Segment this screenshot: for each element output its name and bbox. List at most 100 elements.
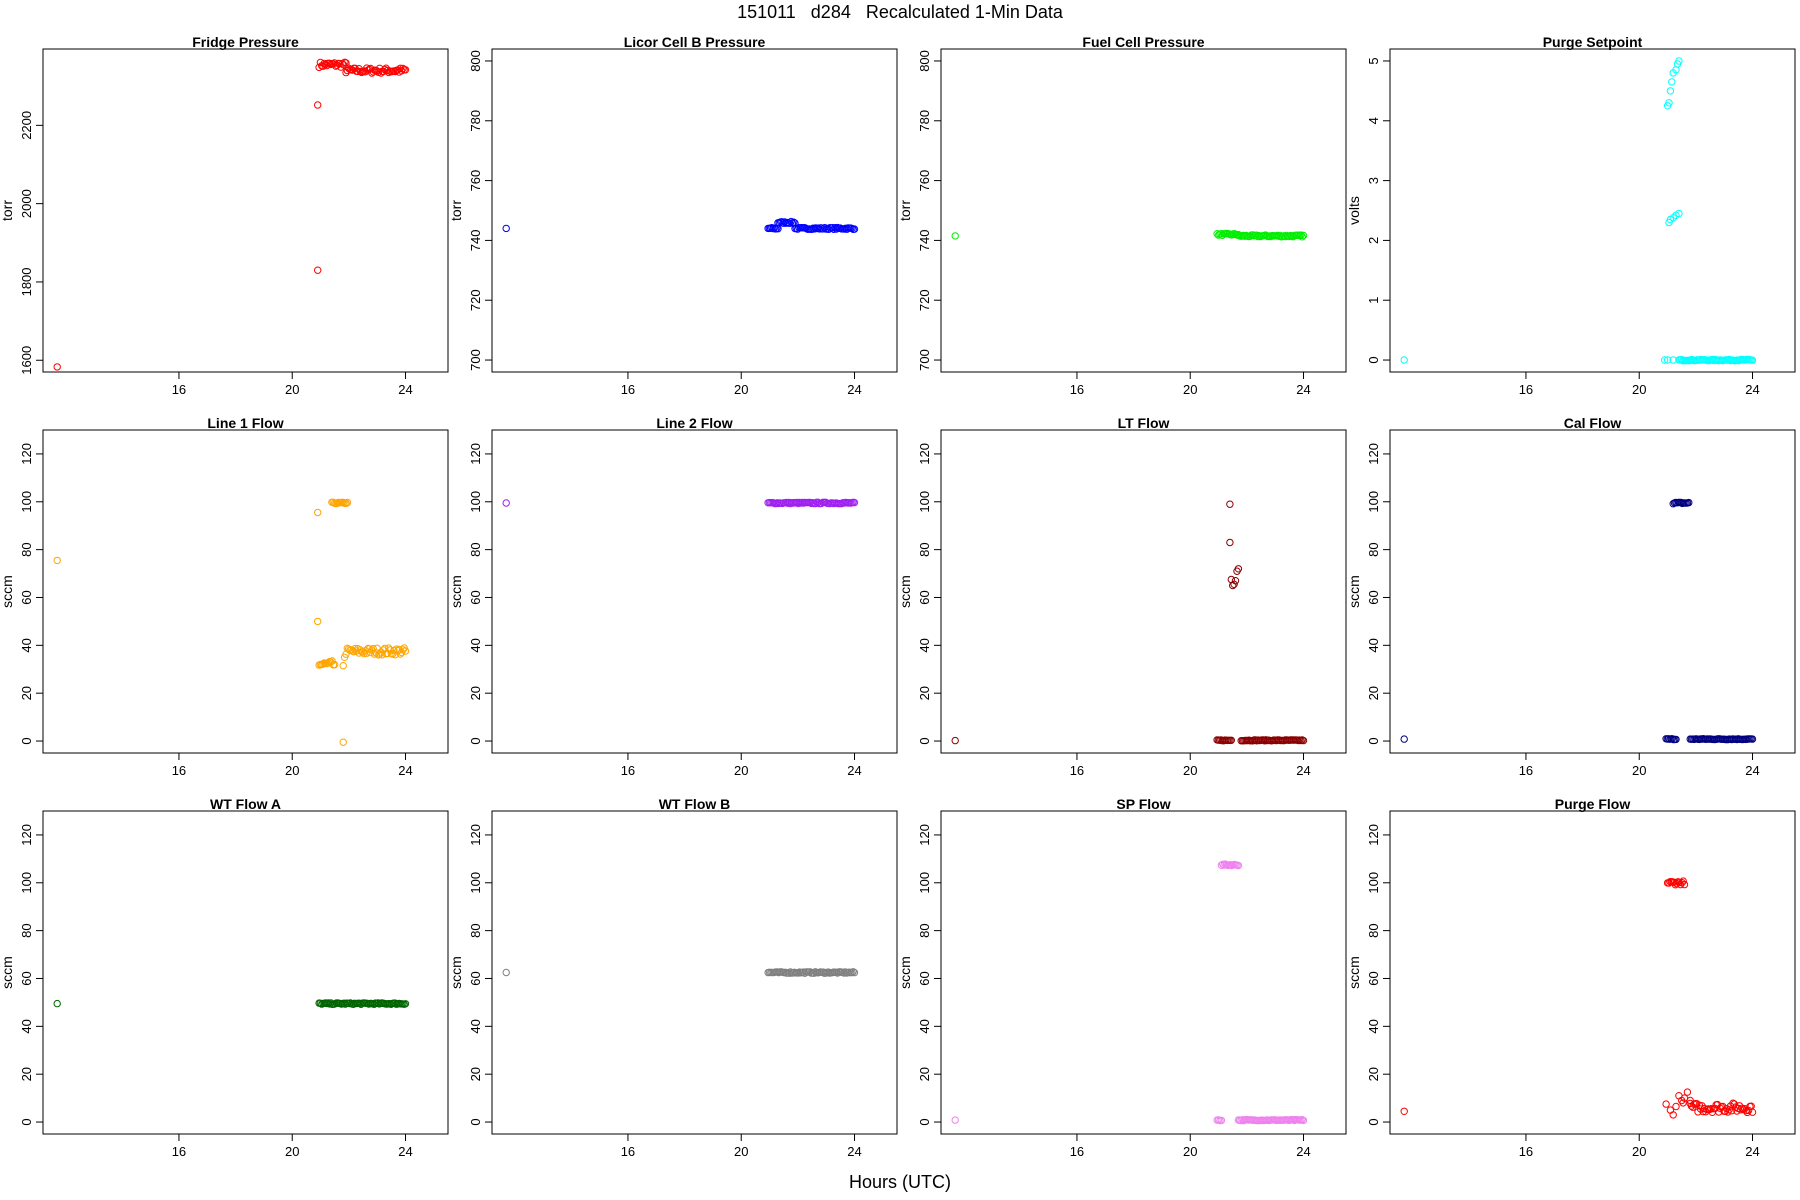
x-tick-label: 20 (1632, 382, 1646, 397)
data-point (314, 101, 322, 109)
y-tick-label: 80 (19, 542, 34, 556)
plot-frame (1389, 429, 1796, 754)
y-tick-label: 1800 (19, 267, 34, 296)
y-tick-label: 0 (468, 1118, 483, 1125)
data-point (850, 225, 859, 233)
panel: WT Flow A sccm 16 20 24 0 20 40 60 80 100 120 (0, 796, 449, 1159)
x-tick-label: 24 (1745, 1144, 1759, 1159)
y-tick-label: 80 (1366, 923, 1381, 937)
data-point (401, 647, 410, 655)
y-tick-label: 40 (19, 638, 34, 652)
data-point (378, 651, 386, 659)
y-tick-label: 0 (1366, 356, 1381, 363)
data-point (1226, 500, 1234, 508)
data-point (951, 232, 959, 240)
y-tick-label: 20 (1366, 686, 1381, 700)
panel: LT Flow sccm 16 20 24 0 20 40 60 80 100 120 (897, 415, 1347, 778)
series-points (502, 498, 859, 508)
data-point (1400, 1107, 1408, 1116)
series-points (502, 217, 859, 234)
data-point (1298, 233, 1306, 241)
y-tick-label: 760 (468, 170, 483, 192)
y-tick-label: 120 (1366, 824, 1381, 846)
data-point (1737, 1106, 1745, 1114)
panel: Cal Flow sccm 16 20 24 0 20 40 60 80 100 120 (1346, 415, 1796, 778)
data-point (1234, 565, 1243, 573)
x-tick-label: 20 (734, 382, 748, 397)
data-point (1299, 1116, 1308, 1125)
y-axis-label: sccm (897, 575, 913, 608)
data-point (502, 968, 510, 977)
y-axis-label: sccm (448, 956, 464, 989)
data-point (1217, 1116, 1226, 1125)
y-tick-label: 40 (19, 1019, 34, 1033)
y-tick-label: 760 (917, 170, 932, 192)
data-point (1686, 1096, 1694, 1105)
data-point (1679, 1099, 1687, 1107)
y-tick-label: 0 (917, 1118, 932, 1125)
y-axis-label: sccm (897, 956, 913, 989)
panel: Fridge Pressure torr 16 20 24 1600 1800 2000 220… (0, 34, 449, 397)
y-tick-label: 60 (917, 590, 932, 604)
series-points (1400, 57, 1757, 365)
y-tick-label: 40 (917, 1019, 932, 1033)
y-tick-label: 60 (19, 971, 34, 985)
series-points (53, 999, 410, 1008)
data-point (1680, 880, 1689, 889)
data-point (1683, 1088, 1692, 1096)
y-axis-label: sccm (448, 575, 464, 608)
data-point (314, 508, 322, 517)
y-tick-label: 120 (468, 824, 483, 846)
x-tick-label: 24 (847, 1144, 861, 1159)
x-tick-label: 16 (172, 382, 186, 397)
y-tick-label: 0 (468, 737, 483, 744)
panel-title: SP Flow (1116, 796, 1170, 812)
data-point (1230, 580, 1238, 588)
x-tick-label: 24 (398, 1144, 412, 1159)
panel-title: LT Flow (1118, 415, 1170, 431)
series-points (1400, 877, 1757, 1119)
data-point (1662, 1100, 1670, 1108)
y-tick-label: 60 (917, 971, 932, 985)
x-tick-label: 24 (1296, 763, 1310, 778)
y-tick-label: 120 (917, 443, 932, 465)
panel-title: Purge Flow (1555, 796, 1631, 812)
x-tick-label: 16 (621, 382, 635, 397)
data-point (331, 660, 339, 669)
x-tick-label: 16 (1519, 1144, 1533, 1159)
x-tick-label: 24 (1745, 382, 1759, 397)
plot-frame (940, 429, 1347, 754)
y-tick-label: 60 (19, 590, 34, 604)
data-point (1675, 57, 1683, 65)
plot-frame (1389, 810, 1796, 1135)
panel: SP Flow sccm 16 20 24 0 20 40 60 80 100 120 (897, 796, 1347, 1159)
series-points (502, 968, 859, 977)
plot-frame (940, 48, 1347, 373)
y-tick-label: 20 (468, 1067, 483, 1081)
y-tick-label: 20 (917, 686, 932, 700)
panel-title: Fridge Pressure (192, 34, 299, 50)
x-tick-label: 24 (1296, 1144, 1310, 1159)
y-tick-label: 2200 (19, 111, 34, 140)
y-tick-label: 80 (468, 923, 483, 937)
x-tick-label: 20 (285, 1144, 299, 1159)
plot-frame (42, 48, 449, 373)
plot-frame (491, 48, 898, 373)
y-axis-label: torr (0, 200, 15, 221)
page-title: 151011 d284 Recalculated 1-Min Data (737, 2, 1063, 22)
data-point (1675, 209, 1683, 218)
y-tick-label: 20 (468, 686, 483, 700)
data-point (401, 66, 410, 74)
x-tick-label: 20 (1183, 763, 1197, 778)
plot-frame (42, 810, 449, 1135)
data-point (1707, 1105, 1715, 1113)
data-point (332, 62, 340, 70)
data-point (1400, 356, 1408, 364)
data-point (1668, 78, 1676, 86)
data-point (1679, 877, 1687, 885)
y-tick-label: 40 (917, 638, 932, 652)
y-tick-label: 2000 (19, 189, 34, 218)
y-tick-label: 100 (917, 872, 932, 894)
x-tick-label: 24 (398, 382, 412, 397)
y-tick-label: 80 (468, 542, 483, 556)
